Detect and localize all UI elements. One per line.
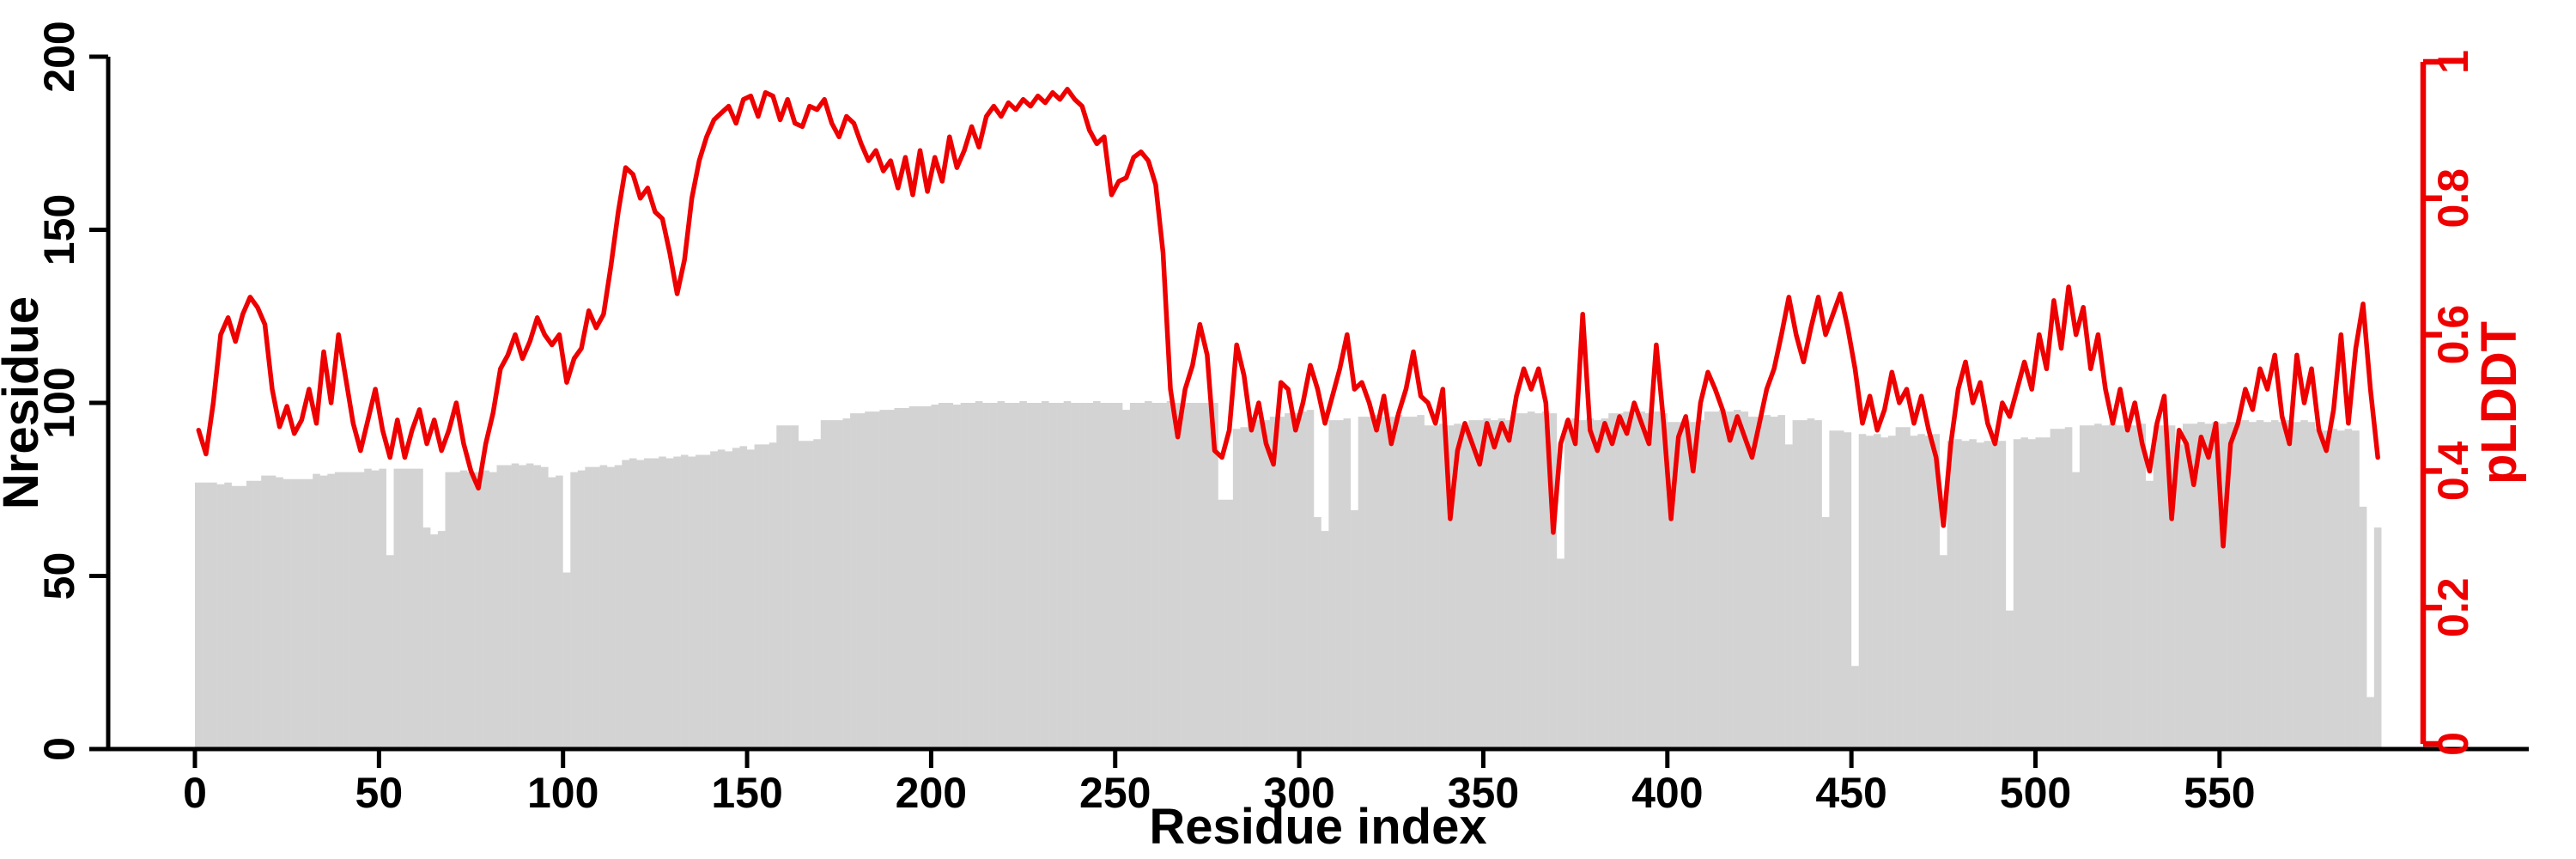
y-tick-label-right: 0.2 (2429, 577, 2477, 637)
x-tick-label: 200 (896, 769, 967, 817)
y-tick-label-right: 0.6 (2429, 305, 2477, 365)
y-tick-label-left: 100 (35, 367, 83, 438)
y-tick-label-left: 50 (35, 552, 83, 600)
y-tick-label-right: 0.8 (2429, 168, 2477, 228)
x-tick-label: 500 (2000, 769, 2071, 817)
y-axis-title-left: Nresidue (0, 296, 49, 509)
x-tick-label: 400 (1631, 769, 1703, 817)
x-tick-label: 250 (1079, 769, 1151, 817)
x-tick-label: 150 (711, 769, 782, 817)
x-tick-label: 50 (355, 769, 404, 817)
y-tick-label-right: 0.4 (2429, 441, 2477, 501)
y-tick-label-left: 150 (35, 194, 83, 265)
y-tick-label-right: 1 (2429, 50, 2477, 74)
x-tick-label: 100 (527, 769, 598, 817)
x-tick-label: 0 (183, 769, 207, 817)
x-tick-label: 450 (1815, 769, 1886, 817)
nresidue-bars (195, 401, 2382, 749)
plddt-line-series (196, 87, 2380, 549)
y-tick-label-left: 0 (35, 737, 83, 761)
x-axis-title: Residue index (1149, 799, 1486, 855)
y-axis-title-right: pLDDT (2471, 321, 2527, 484)
y-tick-label-right: 0 (2429, 732, 2477, 756)
x-tick-label: 300 (1263, 769, 1334, 817)
x-tick-label: 550 (2184, 769, 2255, 817)
nresidue-bars-series (195, 401, 2382, 749)
axes: 0 50 100 150 200 0 50 100 150 200 250 300 350 400 450 5… (35, 21, 2529, 817)
x-tick-label: 350 (1448, 769, 1519, 817)
y-tick-label-left: 200 (35, 21, 83, 92)
plddt-line (196, 87, 2380, 549)
